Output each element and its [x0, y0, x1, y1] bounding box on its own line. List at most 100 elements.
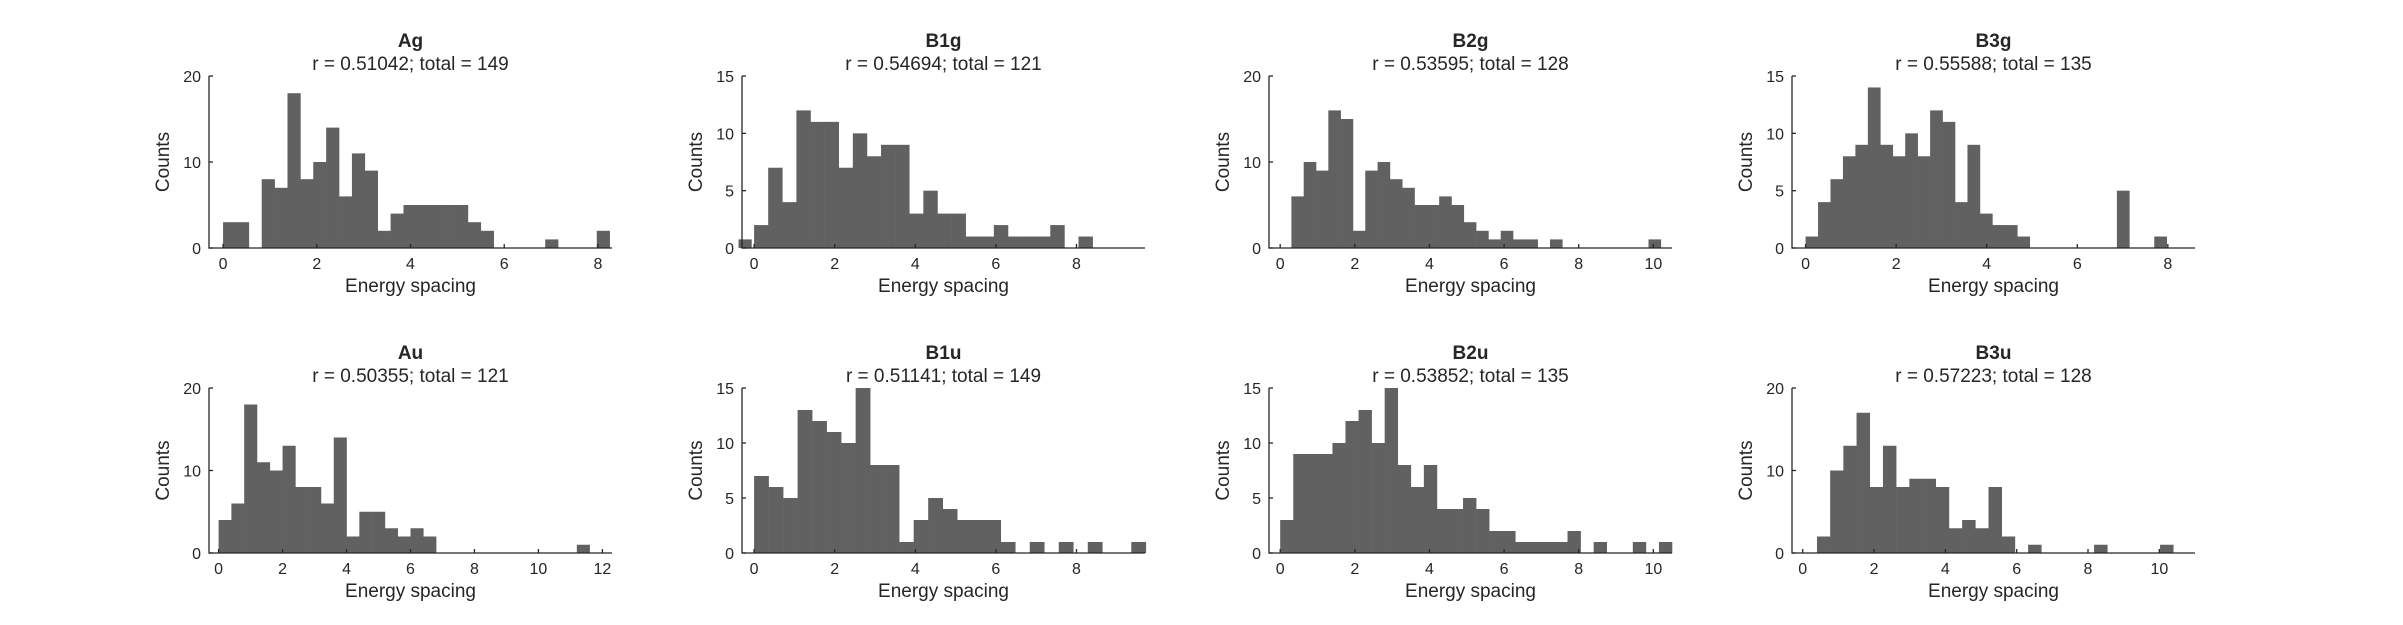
histogram-bar [1992, 225, 2006, 248]
y-axis-label: Counts [686, 132, 707, 192]
histogram-bar [287, 93, 301, 248]
histogram-bar [320, 503, 335, 553]
histogram-bar [796, 110, 811, 249]
x-tick-label: 10 [1644, 256, 1662, 273]
histogram-bar [957, 520, 973, 553]
histogram-bar [826, 432, 842, 553]
y-tick-label: 10 [1766, 464, 1784, 481]
y-tick-label: 5 [725, 491, 734, 508]
x-tick-label: 4 [406, 256, 415, 273]
x-tick-label: 2 [312, 256, 321, 273]
x-tick-label: 6 [1500, 561, 1509, 578]
histogram-bar [1316, 170, 1329, 248]
histogram-bar [282, 445, 296, 553]
histogram-bar [364, 170, 378, 248]
x-axis-label: Energy spacing [1405, 581, 1536, 602]
y-tick-label: 15 [1243, 381, 1261, 398]
histogram-bar [782, 202, 797, 248]
panel-title: Ag [398, 31, 423, 52]
panel-title: Au [398, 343, 423, 364]
histogram-bar [971, 520, 987, 553]
histogram-bar [841, 443, 856, 553]
histogram-bar [403, 205, 417, 248]
histogram-bar [1426, 205, 1440, 248]
histogram-bar [1818, 202, 1831, 248]
x-tick-label: 10 [1644, 561, 1662, 578]
histogram-bar [308, 487, 322, 553]
panel-subtitle: r = 0.53852; total = 135 [1372, 366, 1569, 387]
x-axis-label: Energy spacing [345, 276, 476, 297]
y-tick-label: 10 [183, 464, 201, 481]
histogram-bar [1988, 487, 2003, 553]
histogram-bar [1648, 239, 1662, 248]
panel-title: B3g [1976, 31, 2012, 52]
histogram-bar [1306, 454, 1320, 553]
histogram-bar [1078, 236, 1093, 248]
histogram-bar [738, 239, 752, 248]
x-tick-label: 6 [2012, 561, 2021, 578]
histogram-bar [2154, 236, 2167, 248]
panel-subtitle: r = 0.55588; total = 135 [1895, 54, 2092, 75]
x-tick-label: 4 [911, 256, 920, 273]
y-tick-label: 10 [716, 126, 734, 143]
histogram-bar [1855, 144, 1869, 248]
y-axis-label: Counts [1213, 132, 1234, 192]
x-tick-label: 6 [991, 256, 1000, 273]
panel-subtitle: r = 0.53595; total = 128 [1372, 54, 1569, 75]
y-tick-label: 0 [725, 241, 734, 258]
histogram-bar [2004, 225, 2018, 248]
histogram-bar [1917, 156, 1931, 248]
histogram-bar [1869, 487, 1884, 553]
y-tick-label: 0 [1252, 546, 1261, 563]
panel-subtitle: r = 0.57223; total = 128 [1895, 366, 2092, 387]
y-tick-label: 5 [1775, 184, 1784, 201]
histogram-bar [1058, 542, 1074, 553]
x-tick-label: 2 [830, 561, 839, 578]
histogram-bar [377, 230, 391, 248]
y-tick-label: 20 [1766, 381, 1784, 398]
histogram-bar [1371, 443, 1385, 553]
histogram-bar [838, 167, 854, 248]
y-tick-label: 10 [183, 155, 201, 172]
histogram-bar [218, 520, 232, 553]
x-tick-label: 0 [1276, 256, 1285, 273]
histogram-bar [1880, 144, 1894, 248]
x-tick-label: 8 [1574, 561, 1583, 578]
panel-title: B2u [1453, 343, 1489, 364]
x-tick-label: 6 [991, 561, 1000, 578]
histogram-bar [951, 213, 966, 248]
histogram-bar [1842, 156, 1856, 248]
histogram-bar [1975, 528, 1989, 553]
y-tick-label: 0 [1775, 546, 1784, 563]
histogram-bar [372, 511, 386, 553]
histogram-panel: 0 2 4 6 8 10 12 0 10 20 Aur = 0.50355; total = 121… [153, 343, 612, 602]
histogram-bar [1050, 225, 1065, 248]
histogram-bar [993, 225, 1009, 248]
panel-subtitle: r = 0.51141; total = 149 [846, 366, 1041, 387]
x-axis-label: Energy spacing [1405, 276, 1536, 297]
y-axis-label: Counts [153, 440, 174, 500]
x-tick-label: 4 [1425, 256, 1434, 273]
histogram-bar [1476, 230, 1489, 248]
histogram-bar [576, 544, 590, 553]
histogram-bar [797, 410, 813, 553]
histogram-bar [1358, 410, 1372, 553]
histogram-bar [1843, 445, 1857, 553]
y-tick-label: 0 [1252, 241, 1261, 258]
histogram-bar [1439, 196, 1452, 248]
histogram-bar [1029, 542, 1045, 553]
x-tick-label: 4 [1425, 561, 1434, 578]
histogram-bar [979, 236, 995, 248]
histogram-bar [1593, 542, 1607, 553]
y-tick-label: 10 [1766, 126, 1784, 143]
histogram-bar [455, 205, 469, 248]
histogram-bar [384, 528, 399, 553]
histogram-bar [1489, 531, 1503, 553]
histogram-bar [1930, 110, 1943, 249]
histogram-bar [754, 476, 769, 553]
histogram-bar [1365, 170, 1378, 248]
